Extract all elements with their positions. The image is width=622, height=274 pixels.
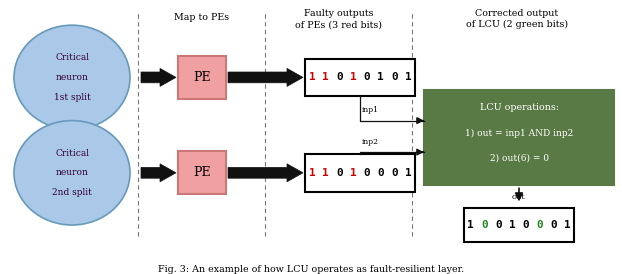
Text: 0: 0	[550, 220, 557, 230]
Text: neuron: neuron	[55, 73, 88, 82]
Text: 0: 0	[391, 72, 397, 82]
Polygon shape	[228, 68, 303, 86]
Text: 2nd split: 2nd split	[52, 188, 92, 197]
Text: 0: 0	[522, 220, 529, 230]
Bar	[424, 90, 614, 185]
Text: 0: 0	[495, 220, 502, 230]
Text: neuron: neuron	[55, 168, 88, 177]
Text: 0: 0	[536, 220, 543, 230]
Text: out: out	[512, 193, 526, 201]
Text: 1: 1	[309, 168, 315, 178]
Bar	[305, 59, 415, 96]
Text: 1: 1	[509, 220, 516, 230]
Text: 1: 1	[350, 72, 356, 82]
Text: 0: 0	[391, 168, 397, 178]
Text: Critical: Critical	[55, 149, 89, 158]
Polygon shape	[141, 164, 176, 182]
Text: 1: 1	[309, 72, 315, 82]
Bar	[305, 154, 415, 192]
Text: PE: PE	[193, 166, 211, 179]
Text: Corrected output
of LCU (2 green bits): Corrected output of LCU (2 green bits)	[466, 9, 568, 29]
Polygon shape	[141, 68, 176, 86]
Text: 1: 1	[405, 168, 412, 178]
Text: 1: 1	[322, 168, 329, 178]
Text: Critical: Critical	[55, 53, 89, 62]
Text: 1: 1	[468, 220, 474, 230]
Text: Faulty outputs
of PEs (3 red bits): Faulty outputs of PEs (3 red bits)	[295, 9, 382, 29]
Text: 1: 1	[564, 220, 570, 230]
Text: 2) out(6) = 0: 2) out(6) = 0	[490, 154, 549, 163]
Bar	[464, 208, 574, 242]
Text: Map to PEs: Map to PEs	[174, 13, 229, 22]
Text: 1: 1	[405, 72, 412, 82]
Text: 1) out = inp1 AND inp2: 1) out = inp1 AND inp2	[465, 129, 573, 138]
Text: 0: 0	[363, 168, 370, 178]
Text: PE: PE	[193, 71, 211, 84]
Text: 1: 1	[378, 72, 384, 82]
Text: LCU operations:: LCU operations:	[480, 104, 559, 113]
Polygon shape	[228, 164, 303, 182]
Text: 0: 0	[481, 220, 488, 230]
Text: 1st split: 1st split	[53, 93, 90, 102]
Text: 0: 0	[336, 72, 343, 82]
Bar	[178, 56, 226, 99]
Ellipse shape	[14, 121, 130, 225]
Text: 1: 1	[350, 168, 356, 178]
Text: 0: 0	[378, 168, 384, 178]
Ellipse shape	[14, 25, 130, 130]
Text: inp1: inp1	[362, 106, 379, 114]
Text: 0: 0	[363, 72, 370, 82]
Text: 0: 0	[336, 168, 343, 178]
Bar	[178, 151, 226, 194]
Text: Fig. 3: An example of how LCU operates as fault-resilient layer.: Fig. 3: An example of how LCU operates a…	[158, 265, 464, 274]
Text: 1: 1	[322, 72, 329, 82]
Text: inp2: inp2	[362, 138, 379, 146]
